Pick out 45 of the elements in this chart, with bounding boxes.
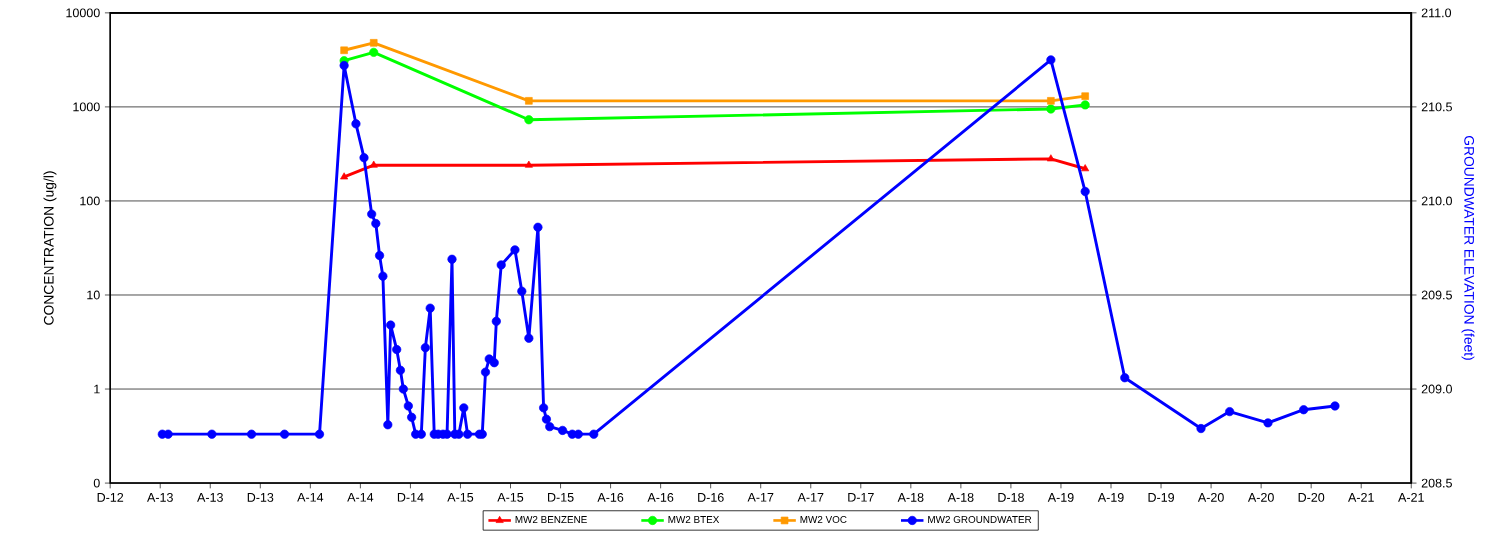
y-tick-label: 0 <box>93 478 100 488</box>
y2-tick-label: 210.0 <box>1421 196 1452 206</box>
x-tick-label: D-17 <box>848 492 874 502</box>
y-tick-label: 100 <box>80 196 100 206</box>
y2-tick-label: 210.5 <box>1421 102 1452 112</box>
y2-tick-label: 211.0 <box>1421 8 1452 18</box>
x-tick-label: A-18 <box>897 492 924 502</box>
x-tick-label: D-20 <box>1298 492 1325 502</box>
x-tick-label: A-15 <box>497 492 524 502</box>
x-tick-label: A-13 <box>197 492 223 502</box>
legend-label: MW2 BTEX <box>668 515 720 523</box>
x-tick-label: D-16 <box>698 492 724 502</box>
y2-axis-title: GROUNDWATER ELEVATION (feet) <box>1461 135 1475 360</box>
x-tick-label: A-14 <box>297 492 324 502</box>
legend-label: MW2 GROUNDWATER <box>928 515 1032 523</box>
x-tick-label: A-19 <box>1047 492 1074 502</box>
x-tick-label: A-20 <box>1197 492 1224 502</box>
x-tick-label: D-13 <box>247 492 274 502</box>
x-tick-label: A-17 <box>797 492 824 502</box>
y-tick-label: 10000 <box>66 8 100 18</box>
x-tick-label: D-19 <box>1148 492 1175 502</box>
x-tick-label: A-15 <box>447 492 474 502</box>
x-tick-label: D-12 <box>97 492 124 502</box>
x-tick-label: A-14 <box>347 492 374 502</box>
x-tick-label: A-13 <box>147 492 173 502</box>
x-tick-label: A-20 <box>1247 492 1274 502</box>
y-tick-label: 1 <box>94 384 100 394</box>
x-tick-label: A-21 <box>1348 492 1374 502</box>
x-tick-label: D-14 <box>397 492 424 502</box>
x-tick-label: A-19 <box>1097 492 1124 502</box>
x-tick-label: D-15 <box>548 492 574 502</box>
x-tick-label: A-21 <box>1398 492 1424 502</box>
x-tick-label: D-18 <box>998 492 1024 502</box>
legend-label: MW2 BENZENE <box>515 515 587 523</box>
y2-tick-label: 208.5 <box>1421 478 1452 488</box>
x-tick-label: A-16 <box>597 492 624 502</box>
y2-tick-label: 209.0 <box>1421 384 1452 394</box>
x-tick-label: A-18 <box>947 492 974 502</box>
x-tick-label: A-16 <box>647 492 674 502</box>
legend-label: MW2 VOC <box>800 515 847 523</box>
y-tick-label: 1000 <box>73 102 100 112</box>
y2-tick-label: 209.5 <box>1421 290 1452 300</box>
y-tick-label: 10 <box>87 290 100 300</box>
y-axis-title: CONCENTRATION (ug/l) <box>43 171 57 325</box>
x-tick-label: A-17 <box>747 492 774 502</box>
